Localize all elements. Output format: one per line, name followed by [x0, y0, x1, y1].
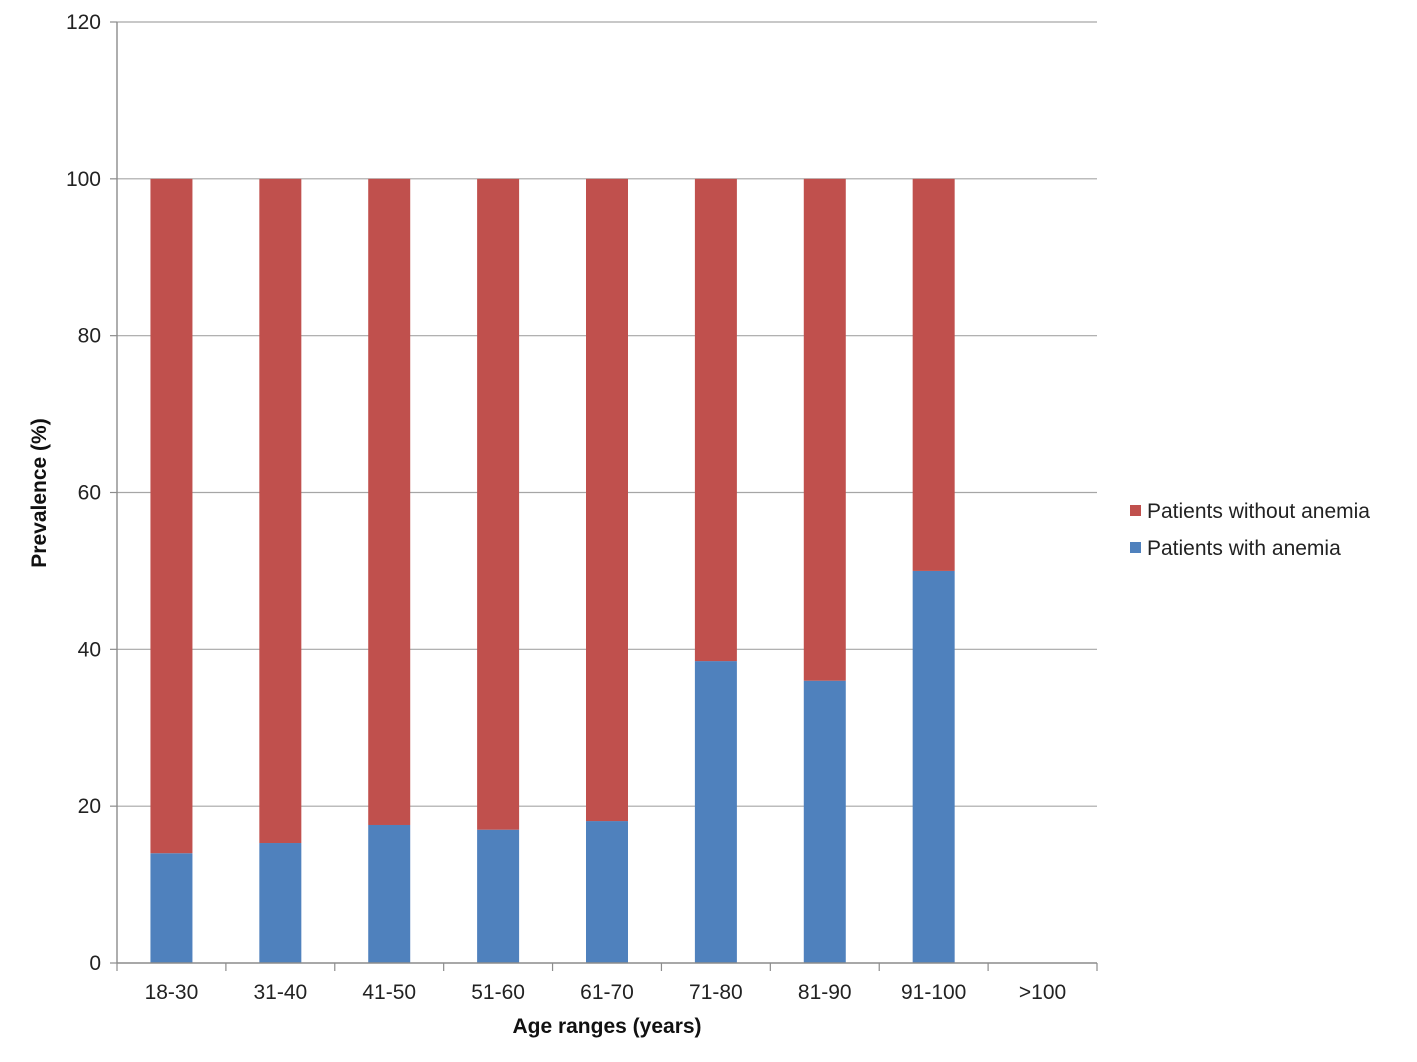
y-tick-label: 20 [78, 795, 101, 818]
x-axis-title: Age ranges (years) [512, 1015, 701, 1038]
bar-patients-with-anemia-61-70 [586, 821, 628, 963]
bar-patients-with-anemia-91-100 [912, 570, 955, 963]
bar-patients-without-anemia-71-80 [694, 178, 737, 662]
legend-label: Patients with anemia [1147, 537, 1341, 560]
x-tick-label: 51-60 [471, 981, 525, 1004]
bar-patients-with-anemia-41-50 [368, 824, 411, 963]
legend: Patients without anemia Patients with ane… [1130, 500, 1370, 560]
bar-patients-without-anemia-51-60 [477, 178, 520, 830]
y-tick-label: 120 [66, 11, 101, 34]
legend-swatch [1130, 542, 1141, 553]
bar-patients-without-anemia-91-100 [912, 178, 955, 571]
legend-label: Patients without anemia [1147, 500, 1370, 523]
bar-patients-with-anemia-51-60 [477, 829, 520, 963]
bar-patients-with-anemia-81-90 [803, 680, 846, 963]
x-tick-label: 18-30 [145, 981, 199, 1004]
y-tick-label: 40 [78, 638, 101, 661]
x-tick-label: 71-80 [689, 981, 743, 1004]
bar-patients-without-anemia-41-50 [368, 178, 411, 825]
bar-patients-with-anemia-31-40 [259, 843, 302, 963]
x-tick-label: 61-70 [580, 981, 634, 1004]
x-tick-label: 31-40 [253, 981, 307, 1004]
axes [110, 21, 1098, 971]
x-tick-label: 41-50 [362, 981, 416, 1004]
y-tick-label: 0 [89, 952, 101, 975]
bar-patients-without-anemia-18-30 [150, 178, 193, 854]
y-tick-label: 60 [78, 482, 101, 505]
bar-patients-without-anemia-61-70 [586, 178, 628, 822]
x-tick-label: 91-100 [901, 981, 966, 1004]
y-axis-title: Prevalence (%) [28, 418, 51, 567]
bar-patients-without-anemia-31-40 [259, 178, 302, 844]
y-tick-label: 100 [66, 168, 101, 191]
x-tick-label: >100 [1019, 981, 1066, 1004]
bar-patients-with-anemia-71-80 [694, 661, 737, 963]
y-tick-label: 80 [78, 325, 101, 348]
bars [150, 178, 955, 963]
bar-patients-with-anemia-18-30 [150, 853, 193, 963]
x-tick-label: 81-90 [798, 981, 852, 1004]
bar-patients-without-anemia-81-90 [803, 178, 846, 681]
legend-swatch [1130, 505, 1141, 516]
tick-labels: 0 20 40 60 80 100 120 18-30 31-40 41-50 51-60 61-70… [66, 11, 1066, 1004]
